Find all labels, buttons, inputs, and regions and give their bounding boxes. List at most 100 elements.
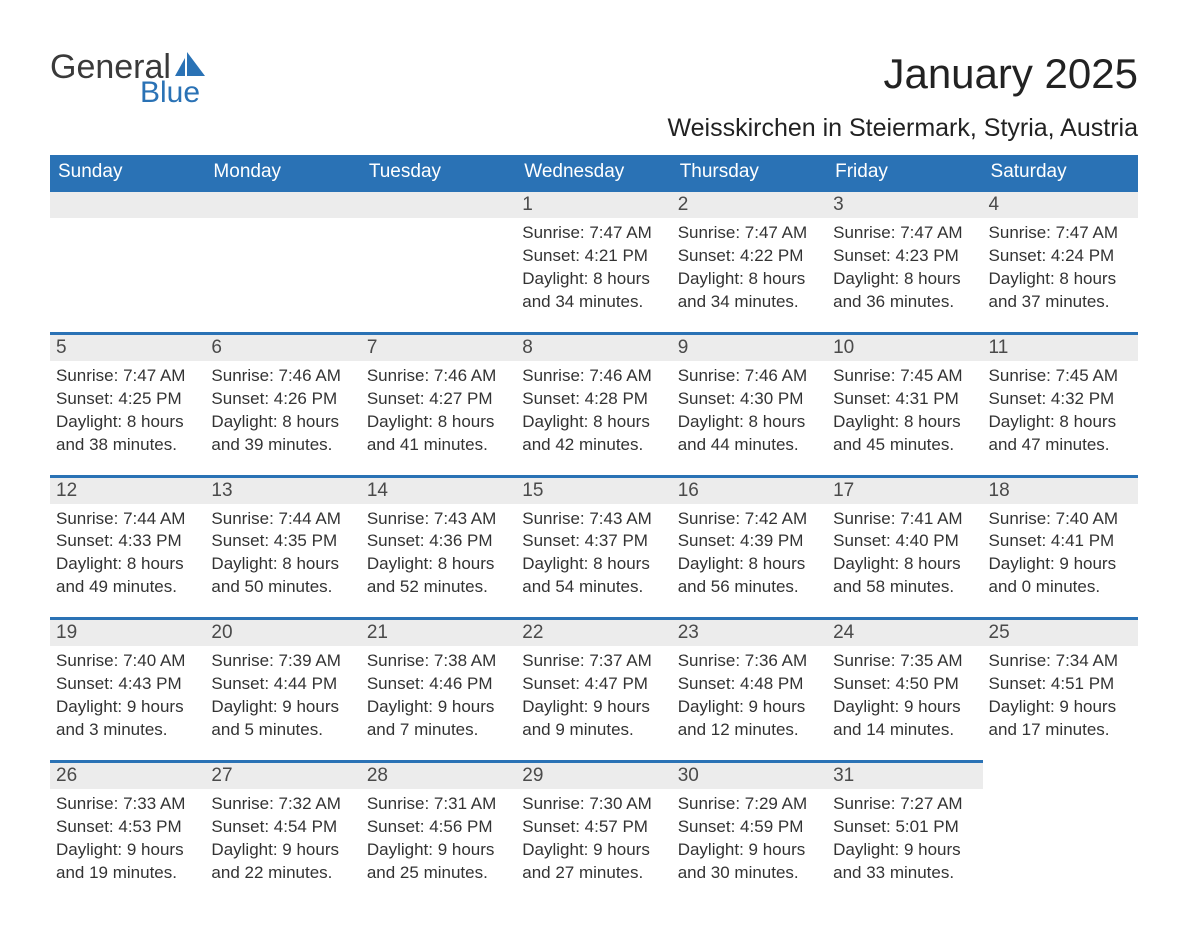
daylight-text: and 25 minutes. [367,862,510,885]
day-number-cell: 29 [516,762,671,790]
sunrise-text: Sunrise: 7:46 AM [211,365,354,388]
day-detail-cell: Sunrise: 7:46 AMSunset: 4:30 PMDaylight:… [672,361,827,476]
day-number: 9 [678,337,689,358]
sunset-text: Sunset: 4:23 PM [833,245,976,268]
day-number-cell: 13 [205,476,360,504]
sunset-text: Sunset: 4:26 PM [211,388,354,411]
daylight-text: and 14 minutes. [833,719,976,742]
daylight-text: Daylight: 8 hours [211,411,354,434]
sunset-text: Sunset: 4:21 PM [522,245,665,268]
day-detail-cell: Sunrise: 7:46 AMSunset: 4:27 PMDaylight:… [361,361,516,476]
day-number: 6 [211,337,222,358]
sunset-text: Sunset: 4:43 PM [56,673,199,696]
daynum-row: 262728293031 [50,762,1138,790]
daylight-text: Daylight: 8 hours [989,268,1132,291]
detail-row: Sunrise: 7:47 AMSunset: 4:25 PMDaylight:… [50,361,1138,476]
daylight-text: and 47 minutes. [989,434,1132,457]
sunset-text: Sunset: 4:51 PM [989,673,1132,696]
daylight-text: Daylight: 8 hours [367,411,510,434]
sunrise-text: Sunrise: 7:33 AM [56,793,199,816]
daylight-text: and 42 minutes. [522,434,665,457]
day-detail-cell [983,789,1138,903]
sunrise-text: Sunrise: 7:36 AM [678,650,821,673]
sunrise-text: Sunrise: 7:37 AM [522,650,665,673]
day-number: 1 [522,194,533,215]
day-number: 17 [833,480,854,501]
day-number: 11 [989,337,1009,358]
daylight-text: Daylight: 8 hours [56,411,199,434]
sunset-text: Sunset: 4:27 PM [367,388,510,411]
daylight-text: Daylight: 8 hours [833,268,976,291]
day-number: 20 [211,622,232,643]
daylight-text: Daylight: 8 hours [522,553,665,576]
sunset-text: Sunset: 4:59 PM [678,816,821,839]
day-number: 16 [678,480,699,501]
day-number-cell: 23 [672,619,827,647]
daylight-text: Daylight: 9 hours [522,696,665,719]
day-number-cell: 21 [361,619,516,647]
day-number: 3 [833,194,844,215]
day-detail-cell [361,218,516,333]
day-number-cell: 22 [516,619,671,647]
weekday-header: Thursday [672,155,827,191]
daylight-text: and 33 minutes. [833,862,976,885]
sunset-text: Sunset: 4:28 PM [522,388,665,411]
daylight-text: Daylight: 9 hours [211,696,354,719]
daylight-text: and 19 minutes. [56,862,199,885]
sunrise-text: Sunrise: 7:35 AM [833,650,976,673]
daylight-text: and 30 minutes. [678,862,821,885]
sunrise-text: Sunrise: 7:47 AM [678,222,821,245]
sunset-text: Sunset: 4:36 PM [367,530,510,553]
weekday-header: Monday [205,155,360,191]
daylight-text: and 36 minutes. [833,291,976,314]
daynum-row: 12131415161718 [50,476,1138,504]
detail-row: Sunrise: 7:44 AMSunset: 4:33 PMDaylight:… [50,504,1138,619]
daylight-text: and 54 minutes. [522,576,665,599]
sunset-text: Sunset: 4:40 PM [833,530,976,553]
day-number-cell: 28 [361,762,516,790]
sunset-text: Sunset: 5:01 PM [833,816,976,839]
day-number-cell: 2 [672,191,827,219]
page-title: January 2025 [667,50,1138,98]
sunrise-text: Sunrise: 7:32 AM [211,793,354,816]
sunrise-text: Sunrise: 7:45 AM [833,365,976,388]
sunset-text: Sunset: 4:32 PM [989,388,1132,411]
day-detail-cell: Sunrise: 7:40 AMSunset: 4:41 PMDaylight:… [983,504,1138,619]
sunset-text: Sunset: 4:44 PM [211,673,354,696]
day-number-cell [983,762,1138,790]
daynum-row: 567891011 [50,333,1138,361]
weekday-header: Wednesday [516,155,671,191]
day-detail-cell: Sunrise: 7:45 AMSunset: 4:31 PMDaylight:… [827,361,982,476]
sunset-text: Sunset: 4:41 PM [989,530,1132,553]
daylight-text: and 38 minutes. [56,434,199,457]
daylight-text: and 56 minutes. [678,576,821,599]
sunset-text: Sunset: 4:37 PM [522,530,665,553]
sunrise-text: Sunrise: 7:46 AM [522,365,665,388]
sunrise-text: Sunrise: 7:44 AM [211,508,354,531]
day-number-cell: 14 [361,476,516,504]
day-number: 25 [989,622,1010,643]
day-number: 18 [989,480,1010,501]
day-detail-cell [50,218,205,333]
day-number-cell: 25 [983,619,1138,647]
daynum-row: 1234 [50,191,1138,219]
day-number-cell: 8 [516,333,671,361]
day-number-cell: 11 [983,333,1138,361]
sunrise-text: Sunrise: 7:29 AM [678,793,821,816]
day-detail-cell: Sunrise: 7:35 AMSunset: 4:50 PMDaylight:… [827,646,982,761]
day-number-cell: 24 [827,619,982,647]
day-number-cell: 1 [516,191,671,219]
daylight-text: Daylight: 8 hours [56,553,199,576]
day-number: 2 [678,194,689,215]
daylight-text: and 50 minutes. [211,576,354,599]
detail-row: Sunrise: 7:47 AM Sunset: 4:21 PM Daylight:… [50,218,1138,333]
day-detail-cell: Sunrise: 7:40 AMSunset: 4:43 PMDaylight:… [50,646,205,761]
sunset-text: Sunset: 4:53 PM [56,816,199,839]
day-detail-cell: Sunrise: 7:47 AMSunset: 4:25 PMDaylight:… [50,361,205,476]
daylight-text: and 41 minutes. [367,434,510,457]
day-number: 24 [833,622,854,643]
daylight-text: and 9 minutes. [522,719,665,742]
day-number: 29 [522,765,543,786]
sunrise-text: Sunrise: 7:31 AM [367,793,510,816]
detail-row: Sunrise: 7:33 AMSunset: 4:53 PMDaylight:… [50,789,1138,903]
